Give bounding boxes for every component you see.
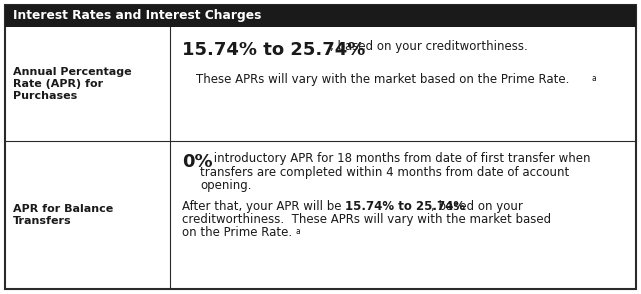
Text: on the Prime Rate.: on the Prime Rate. bbox=[182, 226, 292, 239]
Text: transfers are completed within 4 months from date of account: transfers are completed within 4 months … bbox=[200, 166, 569, 179]
Text: 0%: 0% bbox=[182, 153, 213, 171]
Text: Interest Rates and Interest Charges: Interest Rates and Interest Charges bbox=[13, 9, 262, 23]
Text: After that, your APR will be: After that, your APR will be bbox=[182, 200, 345, 213]
Bar bbox=[5, 5, 636, 27]
Text: 15.74% to 25.74%: 15.74% to 25.74% bbox=[345, 200, 465, 213]
Text: introductory APR for 18 months from date of first transfer when: introductory APR for 18 months from date… bbox=[210, 152, 590, 165]
Text: APR for Balance
Transfers: APR for Balance Transfers bbox=[13, 204, 113, 226]
Text: These APRs will vary with the market based on the Prime Rate.: These APRs will vary with the market bas… bbox=[196, 73, 569, 86]
Text: , based on your: , based on your bbox=[431, 200, 523, 213]
Text: , based on your creditworthiness.: , based on your creditworthiness. bbox=[330, 40, 528, 53]
Text: Annual Percentage
Rate (APR) for
Purchases: Annual Percentage Rate (APR) for Purchas… bbox=[13, 67, 131, 101]
Text: opening.: opening. bbox=[200, 179, 251, 192]
Text: creditworthiness.  These APRs will vary with the market based: creditworthiness. These APRs will vary w… bbox=[182, 213, 551, 226]
Text: 15.74% to 25.74%: 15.74% to 25.74% bbox=[182, 41, 365, 59]
Text: a: a bbox=[592, 74, 597, 83]
Text: a: a bbox=[295, 227, 300, 236]
